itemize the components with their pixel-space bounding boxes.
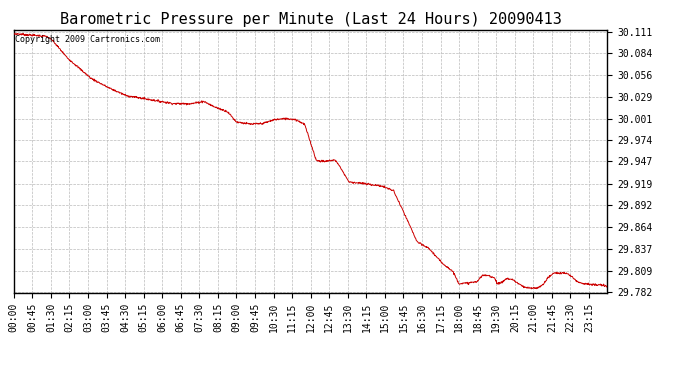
Text: Copyright 2009 Cartronics.com: Copyright 2009 Cartronics.com xyxy=(15,35,160,44)
Title: Barometric Pressure per Minute (Last 24 Hours) 20090413: Barometric Pressure per Minute (Last 24 … xyxy=(59,12,562,27)
